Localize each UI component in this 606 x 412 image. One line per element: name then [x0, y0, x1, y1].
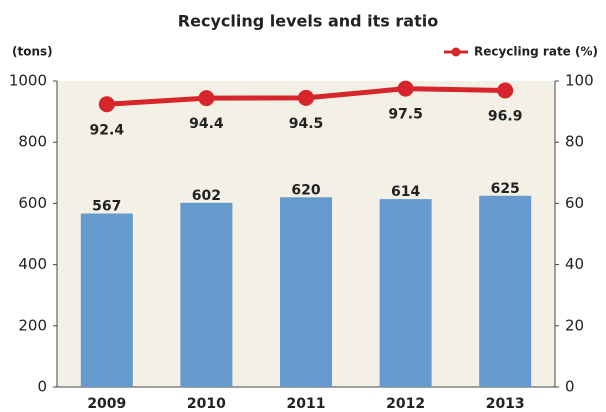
bar-value-label: 602: [192, 188, 221, 204]
line-value-label: 96.9: [488, 108, 523, 124]
bar-value-label: 614: [391, 184, 420, 200]
line-point: [497, 82, 514, 99]
line-value-label: 94.5: [289, 116, 324, 132]
bar-value-label: 625: [491, 181, 520, 197]
y-tick-label: 400: [18, 255, 47, 273]
line-point: [98, 96, 115, 113]
line-point: [298, 89, 314, 106]
y2-tick-label: 0: [565, 378, 575, 396]
bar: [379, 199, 432, 387]
x-tick-label: 2010: [187, 396, 226, 412]
bar: [280, 197, 332, 387]
y-tick-label: 800: [18, 133, 47, 151]
y2-tick-label: 20: [565, 316, 584, 334]
line-value-label: 92.4: [90, 122, 125, 138]
y2-tick-label: 100: [565, 72, 594, 90]
bar-value-label: 567: [92, 198, 121, 214]
x-tick-label: 2012: [386, 396, 425, 412]
y-tick-label: 0: [37, 378, 47, 396]
x-tick-label: 2011: [287, 396, 326, 412]
bar: [479, 195, 532, 387]
bar: [180, 202, 233, 387]
line-value-label: 94.4: [189, 116, 224, 132]
chart-title: Recycling levels and its ratio: [178, 12, 438, 31]
y2-tick-label: 60: [565, 194, 584, 212]
legend-swatch-dot: [451, 47, 461, 57]
y-tick-label: 600: [18, 194, 47, 212]
line-point: [397, 80, 414, 97]
y-tick-label: 1000: [9, 72, 47, 90]
y2-tick-label: 80: [565, 133, 584, 151]
line-value-label: 97.5: [388, 107, 423, 123]
x-tick-label: 2009: [87, 396, 126, 412]
y-tick-label: 200: [18, 316, 47, 334]
line-point: [198, 90, 215, 107]
x-tick-label: 2013: [486, 396, 525, 412]
y-axis-label: (tons): [12, 45, 53, 59]
bar: [80, 213, 133, 387]
bar-value-label: 620: [291, 182, 320, 198]
legend-label: Recycling rate (%): [474, 45, 598, 59]
y2-tick-label: 40: [565, 255, 584, 273]
